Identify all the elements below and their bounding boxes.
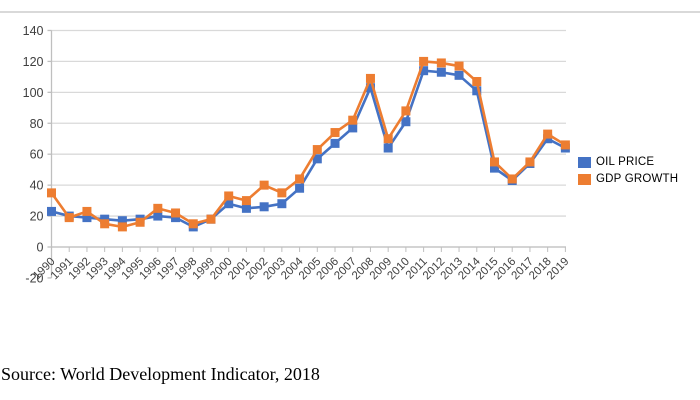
oil-price-swatch-icon [578,156,591,168]
data-point-marker-oil-price [241,203,251,213]
data-point-marker-gdp-growth [490,157,499,167]
data-point-marker-gdp-growth [295,174,305,184]
data-point-marker-oil-price [259,202,269,212]
data-point-marker-oil-price [472,86,482,96]
data-point-marker-oil-price [117,216,127,226]
data-point-marker-gdp-growth [525,157,535,167]
data-point-marker-oil-price [100,214,110,224]
chart-top-border [0,11,700,13]
data-point-marker-oil-price [348,123,358,133]
y-axis-label: 80 [30,117,44,131]
data-point-marker-oil-price [295,183,305,193]
data-point-marker-gdp-growth [117,222,127,232]
legend-label-oil-price: OIL PRICE [596,156,655,168]
data-point-marker-oil-price [47,206,56,216]
data-point-marker-oil-price [153,211,163,221]
data-point-marker-gdp-growth [330,128,340,138]
data-point-marker-gdp-growth [171,208,181,218]
data-point-marker-gdp-growth [82,206,92,216]
data-point-marker-oil-price [419,66,429,76]
y-axis-label: 20 [30,210,44,224]
y-axis-label: 120 [23,55,44,69]
data-point-marker-gdp-growth [135,217,145,227]
data-point-marker-gdp-growth [436,58,446,68]
data-point-marker-oil-price [277,199,287,209]
data-point-marker-oil-price [365,83,375,93]
legend-item-gdp-growth: GDP GROWTH [578,173,678,185]
source-note: Source: World Development Indicator, 201… [1,364,320,384]
legend-item-oil-price: OIL PRICE [578,156,678,168]
data-point-marker-gdp-growth [259,180,269,190]
series-line-oil-price [51,69,566,229]
y-axis-label: 140 [23,24,44,38]
y-axis-label: 0 [37,241,44,255]
data-point-marker-gdp-growth [454,61,464,71]
legend: OIL PRICE GDP GROWTH [578,156,678,185]
y-axis-label: 40 [30,179,44,193]
data-point-marker-gdp-growth [507,174,517,184]
data-point-marker-oil-price [330,138,340,148]
data-point-marker-gdp-growth [277,188,287,198]
data-point-marker-oil-price [171,213,181,223]
data-point-marker-gdp-growth [64,213,74,223]
y-axis-label: -20 [25,271,43,285]
data-point-marker-gdp-growth [401,106,411,116]
data-point-marker-gdp-growth [224,191,234,201]
data-point-marker-gdp-growth [241,196,251,206]
data-point-marker-gdp-growth [188,219,198,229]
data-point-marker-gdp-growth [312,145,322,155]
gdp-growth-swatch-icon [578,173,591,185]
data-point-marker-gdp-growth [472,77,482,87]
data-point-marker-gdp-growth [206,214,216,224]
data-point-marker-gdp-growth [47,188,56,198]
data-point-marker-gdp-growth [543,129,553,139]
data-point-marker-gdp-growth [100,219,110,229]
data-point-marker-oil-price [543,134,553,144]
data-point-marker-oil-price [312,154,322,164]
data-point-marker-gdp-growth [419,56,429,66]
data-point-marker-oil-price [490,163,499,173]
data-point-marker-gdp-growth [560,140,570,150]
data-point-marker-oil-price [224,199,234,209]
data-point-marker-oil-price [401,117,411,127]
data-point-marker-gdp-growth [348,115,358,125]
line-chart-plot: -200204060801001201401990199119921993199… [23,24,572,285]
data-point-marker-gdp-growth [153,203,163,213]
data-point-marker-gdp-growth [365,73,375,83]
data-point-marker-oil-price [82,213,92,223]
data-point-marker-oil-price [383,143,393,153]
y-axis-label: 60 [30,148,44,162]
data-point-marker-oil-price [454,70,464,80]
y-axis-label: 100 [23,86,44,100]
data-point-marker-oil-price [436,67,446,77]
legend-label-gdp-growth: GDP GROWTH [596,173,679,185]
data-point-marker-gdp-growth [383,134,393,144]
